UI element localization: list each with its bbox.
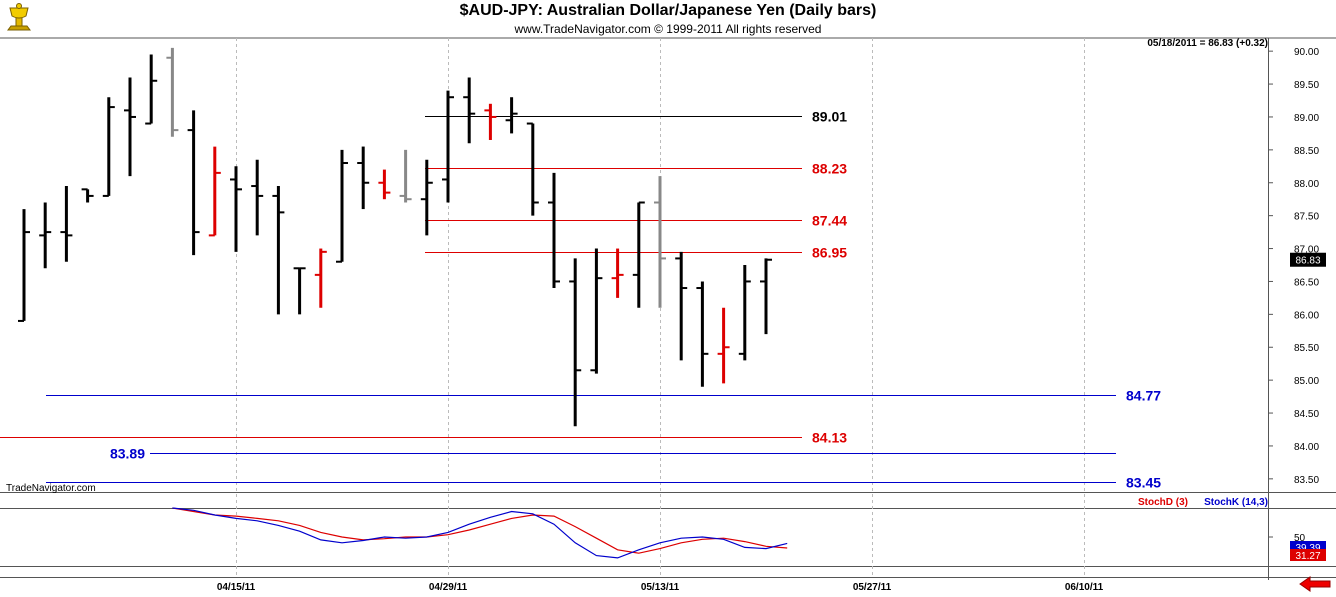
- ohlc-bar: [760, 258, 772, 335]
- ohlc-bar: [124, 77, 136, 177]
- stoch-k-line: [172, 507, 788, 559]
- price-tick-label: 89.50: [1294, 80, 1319, 91]
- date-tick-label: 04/15/11: [217, 582, 256, 593]
- ohlc-bar: [696, 281, 709, 387]
- ohlc-bar: [81, 188, 94, 203]
- price-tick-label: 84.00: [1294, 442, 1319, 453]
- ohlc-bar: [675, 251, 688, 361]
- ohlc-bar: [442, 90, 454, 203]
- stoch-d-value-box: [1290, 549, 1326, 561]
- ohlc-bar: [526, 122, 539, 216]
- ohlc-bar: [102, 97, 115, 197]
- level-label: 83.45: [1126, 475, 1161, 491]
- ohlc-bar: [230, 166, 242, 252]
- ohlc-bar: [738, 265, 751, 361]
- price-axis: 83.50 84.00 84.50 85.00 85.50 86.00 86.50 87.00…: [1268, 47, 1326, 486]
- level-label: 86.95: [812, 245, 847, 261]
- ohlc-bar: [314, 248, 327, 308]
- ohlc-bar: [187, 110, 200, 256]
- price-tick-label: 83.50: [1294, 475, 1319, 486]
- ohlc-bar: [145, 54, 158, 125]
- ohlc-bar: [611, 248, 624, 298]
- ohlc-bar: [548, 172, 560, 289]
- ohlc-bar: [39, 202, 52, 269]
- ohlc-bar: [569, 258, 582, 427]
- ohlc-bar: [272, 186, 285, 315]
- level-label: 88.23: [812, 161, 847, 177]
- ohlc-bar: [505, 97, 518, 134]
- last-value-label: 86.83: [1295, 256, 1320, 267]
- ohlc-bar: [420, 159, 433, 236]
- ohlc-bar: [378, 169, 391, 200]
- level-label: 84.77: [1126, 388, 1161, 404]
- ohlc-bar: [463, 77, 476, 144]
- ohlc-bar: [717, 307, 730, 384]
- price-tick-label: 86.50: [1294, 277, 1319, 288]
- ohlc-bar: [208, 146, 221, 237]
- price-tick-label: 85.50: [1294, 343, 1319, 354]
- date-tick-label: 06/10/11: [1065, 582, 1104, 593]
- date-tick-label: 05/27/11: [853, 582, 892, 593]
- ohlc-bar: [632, 201, 645, 308]
- date-tick-label: 05/13/11: [641, 582, 680, 593]
- ohlc-bar: [484, 103, 497, 140]
- stoch-d-value: 31.27: [1295, 551, 1320, 562]
- level-label: 89.01: [812, 109, 847, 125]
- price-tick-label: 88.00: [1294, 179, 1319, 190]
- date-tick-label: 04/29/11: [429, 582, 468, 593]
- ohlc-bar: [251, 159, 264, 236]
- price-tick-label: 87.50: [1294, 212, 1319, 223]
- date-axis: 04/15/11 04/29/11 05/13/11 05/27/11 06/10/11: [217, 582, 1104, 593]
- price-tick-label: 84.50: [1294, 409, 1319, 420]
- last-quote-label: 05/18/2011 = 86.83 (+0.32): [1147, 38, 1268, 49]
- support-resistance-levels: 89.01 88.23 87.44 86.95 84.77 84.13 83.89 83.45: [0, 109, 1161, 491]
- copyright-notice: www.TradeNavigator.com © 1999-2011 All r…: [514, 22, 822, 36]
- ohlc-bar: [590, 248, 603, 374]
- ohlc-bar: [357, 146, 370, 210]
- price-tick-label: 85.00: [1294, 376, 1319, 387]
- ohlc-bar: [399, 149, 412, 203]
- price-tick-label: 86.00: [1294, 310, 1319, 321]
- stoch-tick-label: 50: [1294, 533, 1306, 544]
- gold-trophy-icon[interactable]: [2, 2, 36, 36]
- price-tick-label: 88.50: [1294, 146, 1319, 157]
- last-value-box: [1290, 252, 1326, 267]
- watermark-text: TradeNavigator.com: [6, 483, 96, 494]
- level-label: 83.89: [110, 446, 145, 462]
- ohlc-bar: [336, 149, 348, 263]
- ohlc-bar: [18, 209, 30, 322]
- ohlc-bar: [654, 176, 666, 308]
- price-tick-label: 90.00: [1294, 47, 1319, 58]
- ohlc-bar: [166, 47, 179, 137]
- stoch-d-line: [172, 507, 788, 554]
- ohlc-bar: [293, 267, 306, 315]
- ohlc-bars: [18, 47, 772, 427]
- chart-grid: [0, 37, 1336, 580]
- chart-title: $AUD-JPY: Australian Dollar/Japanese Yen…: [459, 2, 877, 19]
- red-left-arrow-icon[interactable]: [1298, 576, 1332, 592]
- price-tick-label: 87.00: [1294, 245, 1319, 256]
- level-label: 84.13: [812, 430, 847, 446]
- price-tick-label: 89.00: [1294, 113, 1319, 124]
- stoch-k-legend: StochK (14,3): [1204, 497, 1268, 508]
- stoch-d-legend: StochD (3): [1138, 497, 1188, 508]
- stoch-k-value: 39.39: [1295, 543, 1320, 554]
- ohlc-bar: [60, 186, 73, 262]
- level-label: 87.44: [812, 213, 847, 229]
